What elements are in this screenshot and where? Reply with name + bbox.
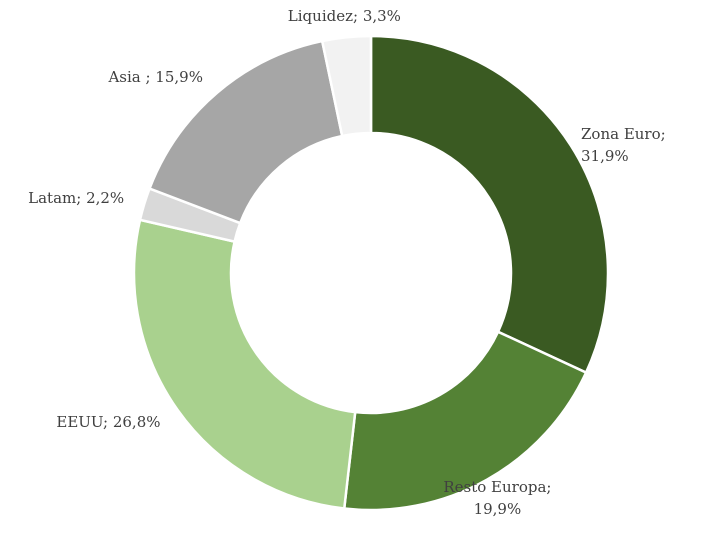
donut-slice bbox=[342, 330, 588, 512]
data-label: Asia ; 15,9% bbox=[108, 67, 203, 86]
data-label: Liquidez; 3,3% bbox=[287, 7, 401, 26]
data-label: EEUU; 26,8% bbox=[56, 413, 161, 431]
donut-slice bbox=[369, 34, 610, 375]
data-label: Zona Euro; 31,9% bbox=[581, 125, 666, 166]
data-label: Resto Europa; 19,9% bbox=[443, 477, 552, 518]
donut-slice bbox=[132, 218, 357, 510]
data-label: Latam; 2,2% bbox=[28, 188, 125, 207]
donut-slice bbox=[320, 34, 373, 138]
